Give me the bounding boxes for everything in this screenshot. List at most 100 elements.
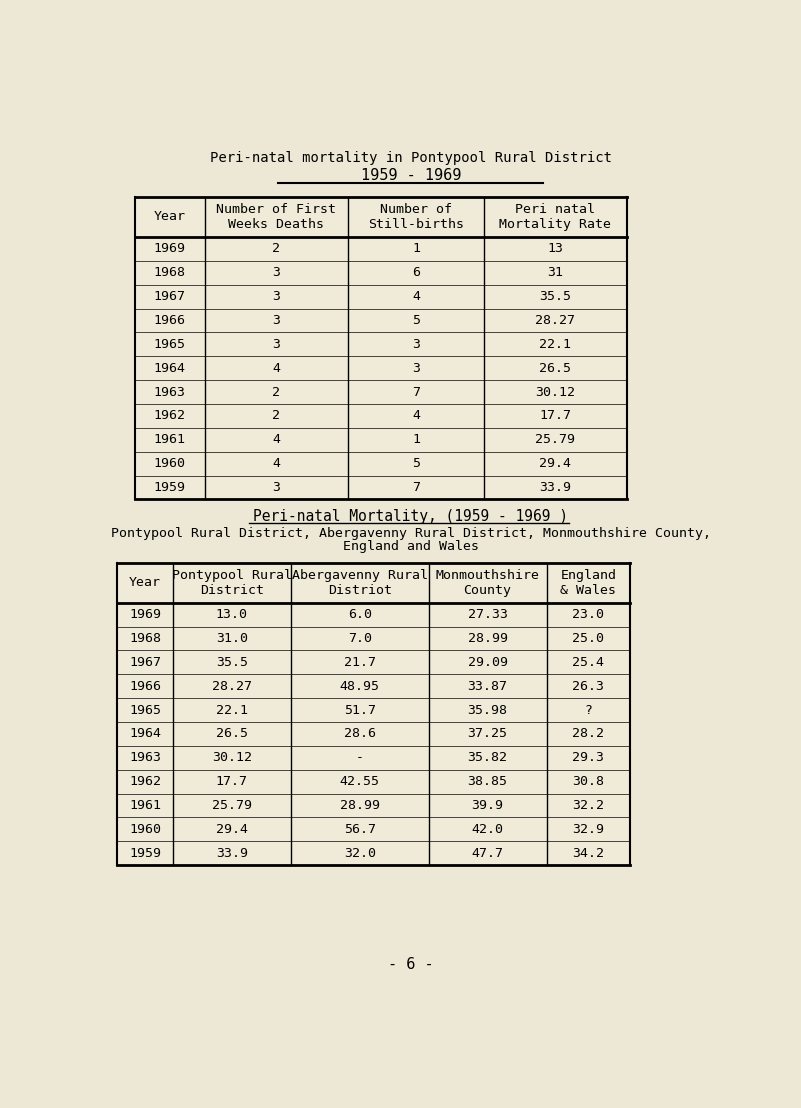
Text: - 6 -: - 6 - xyxy=(388,957,433,972)
Text: 28.27: 28.27 xyxy=(535,314,575,327)
Text: 13.0: 13.0 xyxy=(216,608,248,622)
Text: 4: 4 xyxy=(412,290,420,304)
Text: 1964: 1964 xyxy=(129,728,161,740)
Text: 1963: 1963 xyxy=(129,751,161,765)
Text: 6: 6 xyxy=(412,266,420,279)
Text: 1961: 1961 xyxy=(129,799,161,812)
Text: 5: 5 xyxy=(412,458,420,470)
Text: 1968: 1968 xyxy=(129,632,161,645)
Text: 22.1: 22.1 xyxy=(539,338,571,351)
Text: 4: 4 xyxy=(272,433,280,447)
Bar xyxy=(117,563,630,865)
Text: 1967: 1967 xyxy=(154,290,186,304)
Text: 22.1: 22.1 xyxy=(216,704,248,717)
Text: 26.5: 26.5 xyxy=(216,728,248,740)
Text: 28.99: 28.99 xyxy=(340,799,380,812)
Text: 1967: 1967 xyxy=(129,656,161,669)
Text: 1965: 1965 xyxy=(129,704,161,717)
Text: 1962: 1962 xyxy=(154,410,186,422)
Text: 1965: 1965 xyxy=(154,338,186,351)
Text: 51.7: 51.7 xyxy=(344,704,376,717)
Text: 3: 3 xyxy=(272,481,280,494)
Text: 2: 2 xyxy=(272,410,280,422)
Text: Abergavenny Rural
Distriot: Abergavenny Rural Distriot xyxy=(292,568,428,596)
Text: 1959 - 1969: 1959 - 1969 xyxy=(360,167,461,183)
Text: 7: 7 xyxy=(412,481,420,494)
Text: 26.3: 26.3 xyxy=(573,679,605,692)
Text: 1960: 1960 xyxy=(154,458,186,470)
Text: 29.3: 29.3 xyxy=(573,751,605,765)
Text: 35.5: 35.5 xyxy=(216,656,248,669)
Text: 32.0: 32.0 xyxy=(344,847,376,860)
Text: 28.6: 28.6 xyxy=(344,728,376,740)
Text: 25.79: 25.79 xyxy=(212,799,252,812)
Text: 48.95: 48.95 xyxy=(340,679,380,692)
Text: 1: 1 xyxy=(412,243,420,255)
Text: 6.0: 6.0 xyxy=(348,608,372,622)
Text: 29.4: 29.4 xyxy=(216,823,248,835)
Text: 1962: 1962 xyxy=(129,776,161,788)
Text: 5: 5 xyxy=(412,314,420,327)
Text: 3: 3 xyxy=(272,266,280,279)
Text: 32.2: 32.2 xyxy=(573,799,605,812)
Text: 42.0: 42.0 xyxy=(472,823,504,835)
Text: 1: 1 xyxy=(412,433,420,447)
Text: Number of First
Weeks Deaths: Number of First Weeks Deaths xyxy=(216,203,336,230)
Text: 17.7: 17.7 xyxy=(539,410,571,422)
Text: 7.0: 7.0 xyxy=(348,632,372,645)
Text: 30.12: 30.12 xyxy=(535,386,575,399)
Text: 29.09: 29.09 xyxy=(468,656,508,669)
Text: 3: 3 xyxy=(272,290,280,304)
Text: 35.98: 35.98 xyxy=(468,704,508,717)
Text: 37.25: 37.25 xyxy=(468,728,508,740)
Text: Year: Year xyxy=(154,211,186,224)
Text: Peri-natal Mortality, (1959 - 1969 ): Peri-natal Mortality, (1959 - 1969 ) xyxy=(253,509,569,524)
Text: England
& Wales: England & Wales xyxy=(561,568,617,596)
Text: 1959: 1959 xyxy=(154,481,186,494)
Text: 25.79: 25.79 xyxy=(535,433,575,447)
Text: 28.27: 28.27 xyxy=(212,679,252,692)
Text: 30.8: 30.8 xyxy=(573,776,605,788)
Text: 27.33: 27.33 xyxy=(468,608,508,622)
Text: 33.9: 33.9 xyxy=(216,847,248,860)
Text: 1968: 1968 xyxy=(154,266,186,279)
Text: 23.0: 23.0 xyxy=(573,608,605,622)
Text: Pontypool Rural
District: Pontypool Rural District xyxy=(172,568,292,596)
Text: 1963: 1963 xyxy=(154,386,186,399)
Text: 4: 4 xyxy=(272,458,280,470)
Text: 2: 2 xyxy=(272,386,280,399)
Text: 38.85: 38.85 xyxy=(468,776,508,788)
Text: 1964: 1964 xyxy=(154,361,186,375)
Text: 1966: 1966 xyxy=(129,679,161,692)
Text: 17.7: 17.7 xyxy=(216,776,248,788)
Text: 30.12: 30.12 xyxy=(212,751,252,765)
Text: 3: 3 xyxy=(272,338,280,351)
Text: 13: 13 xyxy=(547,243,563,255)
Text: 28.2: 28.2 xyxy=(573,728,605,740)
Text: 33.87: 33.87 xyxy=(468,679,508,692)
Text: 56.7: 56.7 xyxy=(344,823,376,835)
Text: 2: 2 xyxy=(272,243,280,255)
Text: 28.99: 28.99 xyxy=(468,632,508,645)
Text: Number of
Still-births: Number of Still-births xyxy=(368,203,464,230)
Text: 1959: 1959 xyxy=(129,847,161,860)
Text: Pontypool Rural District, Abergavenny Rural District, Monmouthshire County,: Pontypool Rural District, Abergavenny Ru… xyxy=(111,527,711,540)
Text: 31: 31 xyxy=(547,266,563,279)
Text: -: - xyxy=(356,751,364,765)
Text: 7: 7 xyxy=(412,386,420,399)
Text: 1969: 1969 xyxy=(129,608,161,622)
Text: 1960: 1960 xyxy=(129,823,161,835)
Text: 35.82: 35.82 xyxy=(468,751,508,765)
Text: 29.4: 29.4 xyxy=(539,458,571,470)
Text: 3: 3 xyxy=(272,314,280,327)
Text: 32.9: 32.9 xyxy=(573,823,605,835)
Text: 31.0: 31.0 xyxy=(216,632,248,645)
Text: 25.0: 25.0 xyxy=(573,632,605,645)
Text: 1966: 1966 xyxy=(154,314,186,327)
Text: 33.9: 33.9 xyxy=(539,481,571,494)
Text: 26.5: 26.5 xyxy=(539,361,571,375)
Text: Peri natal
Mortality Rate: Peri natal Mortality Rate xyxy=(500,203,611,230)
Text: 4: 4 xyxy=(412,410,420,422)
Text: 25.4: 25.4 xyxy=(573,656,605,669)
Text: England and Wales: England and Wales xyxy=(343,540,479,553)
